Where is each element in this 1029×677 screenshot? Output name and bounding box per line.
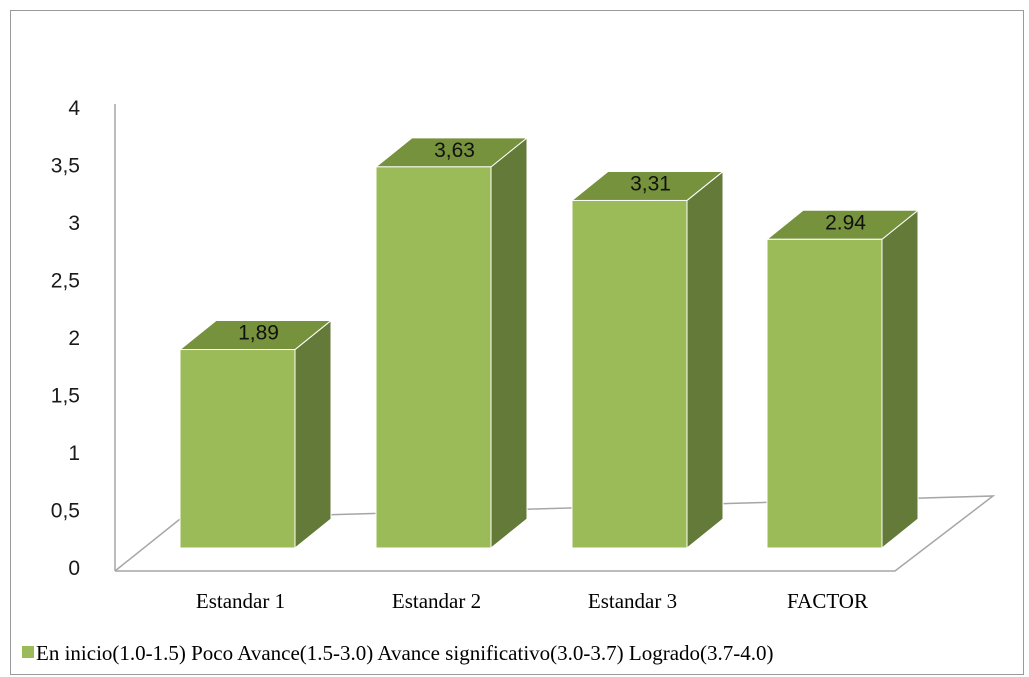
data-label: 3,31	[630, 172, 671, 195]
x-axis-labels: Estandar 1 Estandar 2 Estandar 3 FACTOR	[196, 589, 868, 613]
y-tick-label: 0,5	[51, 500, 80, 523]
data-label: 2.94	[825, 211, 866, 234]
legend: En inicio(1.0-1.5) Poco Avance(1.5-3.0) …	[22, 641, 774, 665]
y-tick-label: 2,5	[51, 270, 80, 293]
legend-label: En inicio(1.0-1.5) Poco Avance(1.5-3.0) …	[36, 641, 774, 665]
y-tick-label: 4	[68, 97, 80, 120]
bar-side	[490, 136, 528, 550]
x-tick-label: FACTOR	[787, 589, 868, 613]
floor-outline	[114, 495, 996, 572]
bar-front	[571, 199, 688, 549]
y-tick-label: 1	[68, 442, 80, 465]
data-label: 3,63	[434, 139, 475, 162]
bar-side	[294, 319, 332, 550]
bars	[178, 136, 920, 550]
x-tick-label: Estandar 3	[588, 589, 677, 613]
x-tick-label: Estandar 1	[196, 589, 285, 613]
legend-swatch	[22, 646, 34, 658]
bar-side	[686, 170, 724, 550]
data-label: 1,89	[238, 322, 279, 345]
chart-floor	[114, 495, 996, 572]
y-axis: 0 0,5 1 1,5 2 2,5 3 3,5 4	[51, 97, 116, 580]
y-tick-label: 1,5	[51, 385, 80, 408]
data-labels: 1,89 3,63 3,31 2.94	[238, 139, 866, 345]
y-tick-label: 3	[68, 212, 80, 235]
bar-front	[766, 238, 883, 549]
y-tick-label: 0	[68, 557, 80, 580]
bar-side	[881, 209, 919, 550]
bar	[178, 319, 333, 550]
bar-front	[179, 349, 296, 549]
bar	[765, 209, 920, 550]
y-tick-label: 2	[68, 327, 80, 350]
bar-front	[375, 166, 492, 549]
x-tick-label: Estandar 2	[392, 589, 481, 613]
bar	[374, 136, 529, 550]
y-tick-label: 3,5	[51, 155, 80, 178]
bar	[570, 170, 725, 550]
